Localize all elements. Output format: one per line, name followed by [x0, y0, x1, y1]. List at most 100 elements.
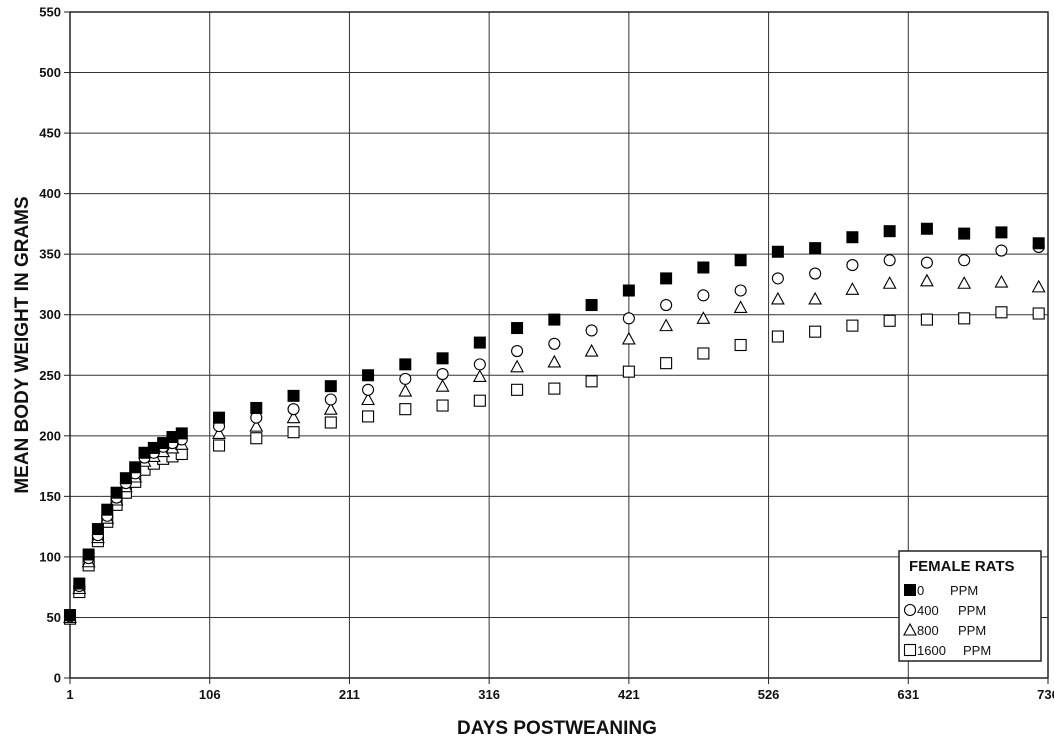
data-point: [64, 609, 76, 622]
x-tick-label: 1: [66, 687, 73, 702]
data-point: [399, 358, 412, 371]
data-point: [472, 369, 487, 383]
data-point: [324, 380, 337, 393]
series-400-ppm: [63, 240, 1045, 623]
data-point: [436, 368, 449, 381]
legend-marker: [903, 643, 917, 657]
data-point: [660, 357, 673, 370]
data-point: [250, 432, 263, 445]
data-point: [584, 343, 599, 357]
legend-marker: [904, 584, 916, 596]
x-tick-label: 106: [199, 687, 221, 702]
data-point: [958, 312, 971, 325]
y-tick-label: 450: [39, 126, 61, 141]
data-point: [733, 300, 748, 314]
data-point: [175, 427, 188, 440]
data-point: [622, 312, 635, 325]
data-point: [659, 318, 674, 332]
data-point: [548, 382, 561, 395]
legend-dose-label: 400: [917, 603, 939, 618]
data-point: [734, 284, 747, 297]
data-point: [110, 486, 123, 499]
data-point: [1031, 279, 1046, 293]
data-point: [846, 231, 859, 244]
data-point: [287, 389, 300, 402]
x-axis: 1 106 211 316 421 526 631 736: [66, 678, 1054, 702]
data-point: [920, 313, 933, 326]
data-point: [287, 403, 300, 416]
data-point: [548, 337, 561, 350]
data-point: [809, 267, 822, 280]
data-point: [995, 244, 1008, 257]
series-0-ppm: [64, 222, 1045, 622]
legend-box: [898, 550, 1042, 662]
legend-marker: [903, 622, 917, 636]
legend-entry: 1600 PPM: [903, 643, 991, 658]
data-point: [809, 325, 822, 338]
legend: FEMALE RATS 0 PPM 400 PPM 800 PPM 1600 PPM: [898, 550, 1042, 662]
data-point: [696, 311, 711, 324]
data-point: [361, 392, 375, 406]
x-tick-label: 736: [1037, 687, 1054, 702]
data-point: [250, 401, 263, 414]
y-tick-label: 400: [39, 186, 61, 201]
legend-unit-label: PPM: [958, 603, 986, 618]
y-tick-label: 350: [39, 247, 61, 262]
data-point: [846, 319, 859, 332]
legend-unit-label: PPM: [958, 623, 986, 638]
y-tick-label: 300: [39, 307, 61, 322]
data-point: [362, 410, 375, 423]
data-point: [399, 403, 412, 416]
data-point: [473, 336, 486, 349]
data-point: [958, 254, 971, 267]
data-point: [249, 418, 264, 432]
legend-unit-label: PPM: [963, 643, 991, 658]
data-point: [399, 372, 412, 385]
data-point: [585, 375, 598, 388]
data-point: [660, 272, 673, 285]
x-tick-label: 631: [897, 687, 919, 702]
x-tick-label: 421: [618, 687, 640, 702]
data-point: [323, 402, 338, 415]
plot-frame: [69, 11, 1049, 679]
data-point: [697, 289, 710, 302]
data-point: [883, 314, 896, 327]
data-point: [621, 331, 636, 345]
legend-entry: 800 PPM: [903, 622, 986, 638]
data-point: [883, 254, 896, 267]
data-point: [101, 503, 114, 516]
x-tick-label: 526: [758, 687, 780, 702]
data-point: [882, 276, 897, 289]
data-point: [324, 416, 337, 429]
data-point: [213, 411, 226, 424]
y-tick-label: 550: [39, 5, 61, 20]
legend-entry: 400 PPM: [903, 603, 986, 618]
data-point: [585, 299, 598, 312]
data-point: [212, 426, 226, 439]
data-point: [175, 447, 188, 461]
data-point: [324, 393, 337, 406]
data-point: [362, 383, 375, 396]
y-tick-label: 500: [39, 65, 61, 80]
data-point: [473, 358, 486, 371]
data-point: [511, 383, 524, 396]
data-point: [771, 330, 784, 343]
data-point: [622, 284, 635, 297]
data-point: [398, 383, 413, 397]
data-point: [771, 245, 784, 258]
legend-title: FEMALE RATS: [909, 558, 1015, 575]
data-point: [697, 261, 710, 274]
data-point: [286, 410, 301, 424]
y-axis-title: MEAN BODY WEIGHT IN GRAMS: [12, 196, 33, 493]
data-point: [920, 222, 933, 235]
x-tick-label: 211: [339, 687, 360, 702]
data-point: [436, 352, 449, 365]
data-point: [808, 291, 823, 305]
data-point: [585, 324, 598, 337]
y-tick-label: 50: [47, 610, 61, 625]
y-tick-label: 0: [54, 671, 61, 686]
legend-entry: 0 PPM: [904, 583, 978, 598]
y-tick-label: 250: [39, 368, 61, 383]
data-point: [119, 472, 132, 485]
